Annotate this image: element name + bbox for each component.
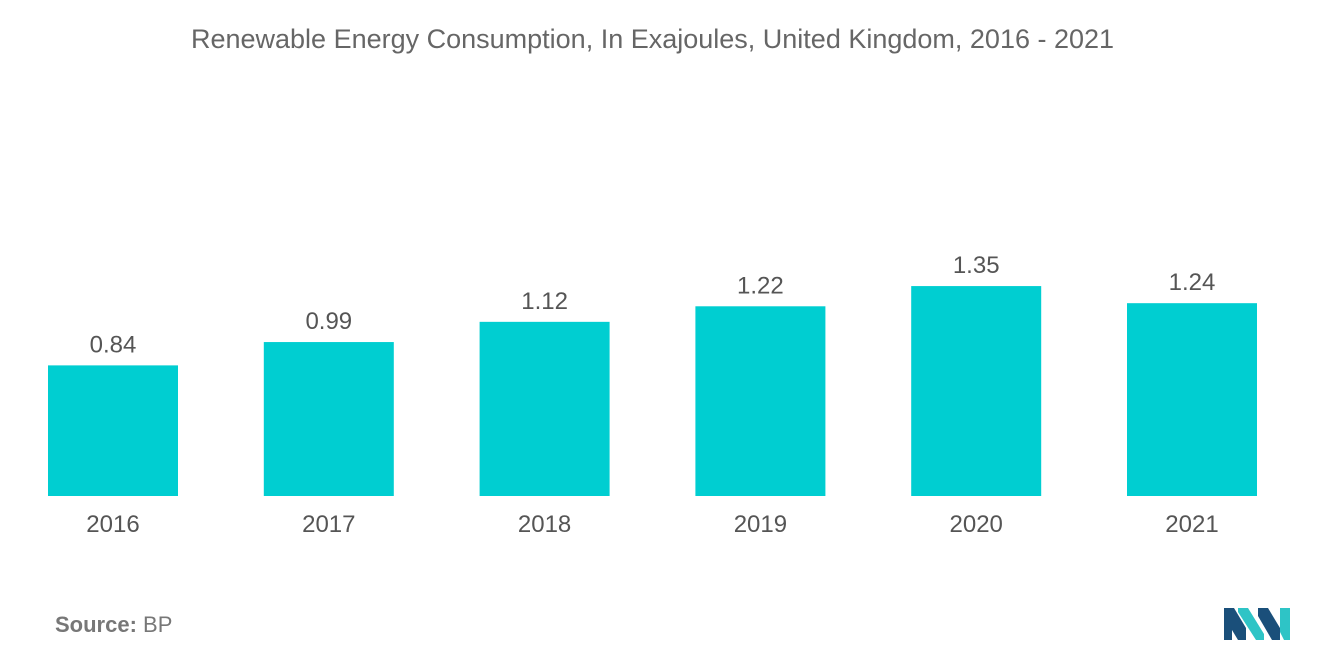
data-label-2019: 1.22	[737, 272, 784, 299]
bar-chart: 0.840.991.121.221.351.24 2016 2017 2018 201…	[48, 252, 1257, 538]
x-tick-2018: 2018	[518, 511, 571, 538]
x-tick-2021: 2021	[1165, 511, 1218, 538]
bar-2016	[48, 365, 178, 496]
bar-2019	[695, 306, 826, 496]
bar-2017	[263, 342, 394, 496]
chart-title: Renewable Energy Consumption, In Exajoul…	[190, 24, 1115, 54]
data-label-2020: 1.35	[953, 252, 1000, 279]
x-axis-tick-labels: 2016 2017 2018 2019 2020 2021	[86, 511, 1218, 538]
source-label: Source:	[55, 612, 137, 637]
source-note: Source: BP	[55, 612, 172, 638]
mordor-intelligence-logo-icon	[1224, 608, 1290, 640]
bar-2021	[1127, 303, 1257, 496]
bar-2018	[479, 321, 610, 496]
data-label-2021: 1.24	[1169, 269, 1216, 296]
data-label-2018: 1.12	[521, 288, 568, 315]
data-labels-group: 0.84 0.99 1.12 1.22 1.35 1.24	[90, 252, 1216, 358]
source-value: BP	[143, 612, 173, 637]
data-label-2016: 0.84	[90, 331, 137, 358]
x-tick-2017: 2017	[302, 511, 355, 538]
x-tick-2016: 2016	[86, 511, 139, 538]
x-tick-2020: 2020	[950, 511, 1003, 538]
bar-2020	[911, 286, 1042, 496]
bars-group	[48, 286, 1257, 496]
x-tick-2019: 2019	[734, 511, 787, 538]
data-label-2017: 0.99	[305, 308, 352, 335]
